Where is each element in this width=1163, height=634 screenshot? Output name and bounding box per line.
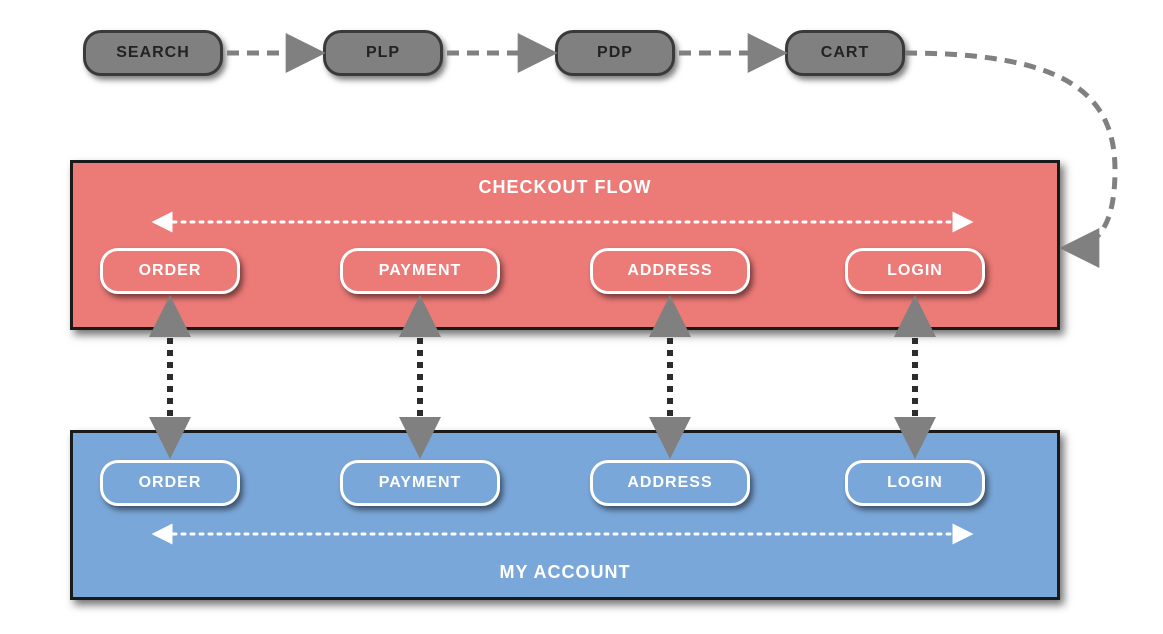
node-plp: PLP (323, 30, 443, 76)
node-label: CART (821, 44, 869, 62)
checkout-panel: CHECKOUT FLOW (70, 160, 1060, 330)
node-c-address: ADDRESS (590, 248, 750, 294)
node-a-order: ORDER (100, 460, 240, 506)
checkout-panel-label: CHECKOUT FLOW (73, 177, 1057, 198)
node-c-login: LOGIN (845, 248, 985, 294)
node-label: ADDRESS (627, 474, 712, 492)
node-label: PAYMENT (379, 474, 462, 492)
node-a-payment: PAYMENT (340, 460, 500, 506)
node-label: PAYMENT (379, 262, 462, 280)
node-search: SEARCH (83, 30, 223, 76)
node-label: SEARCH (116, 44, 190, 62)
node-label: PLP (366, 44, 400, 62)
node-a-login: LOGIN (845, 460, 985, 506)
node-label: ADDRESS (627, 262, 712, 280)
node-cart: CART (785, 30, 905, 76)
node-pdp: PDP (555, 30, 675, 76)
node-c-order: ORDER (100, 248, 240, 294)
node-label: LOGIN (887, 262, 943, 280)
node-label: LOGIN (887, 474, 943, 492)
account-panel: MY ACCOUNT (70, 430, 1060, 600)
node-c-payment: PAYMENT (340, 248, 500, 294)
node-label: PDP (597, 44, 633, 62)
node-label: ORDER (139, 262, 202, 280)
node-label: ORDER (139, 474, 202, 492)
node-a-address: ADDRESS (590, 460, 750, 506)
flow-diagram: { "diagram": { "type": "flowchart", "can… (0, 0, 1163, 634)
account-panel-label: MY ACCOUNT (73, 562, 1057, 583)
